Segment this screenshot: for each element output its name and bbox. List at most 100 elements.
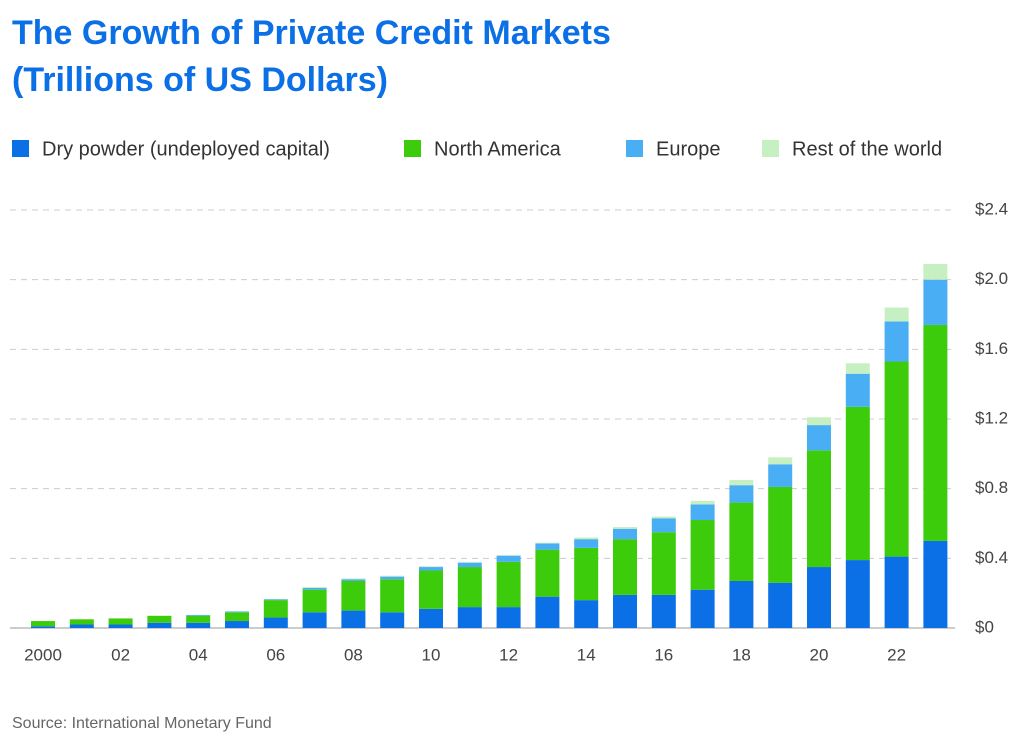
bar-segment bbox=[263, 599, 288, 601]
bar-segment bbox=[768, 582, 793, 628]
bar-segment bbox=[574, 547, 599, 601]
legend-swatch bbox=[762, 140, 779, 157]
bar-segment bbox=[186, 615, 211, 623]
bar-segment bbox=[380, 576, 405, 580]
bar-segment bbox=[729, 485, 754, 503]
bar-segment bbox=[651, 516, 676, 519]
bar-segment bbox=[535, 543, 560, 550]
x-tick-label: 20 bbox=[810, 645, 829, 664]
bar-segment bbox=[496, 555, 521, 562]
bar-segment bbox=[807, 450, 831, 568]
bar-segment bbox=[302, 589, 327, 613]
bar-segment bbox=[884, 556, 909, 628]
bar-segment bbox=[457, 561, 482, 563]
chart-subtitle: (Trillions of US Dollars) bbox=[12, 61, 388, 99]
bar-segment bbox=[457, 607, 482, 628]
x-tick-label: 02 bbox=[111, 645, 130, 664]
bar-segment bbox=[496, 561, 521, 608]
bar-segment bbox=[690, 589, 715, 628]
bar-segment bbox=[807, 567, 831, 628]
bar-segment bbox=[690, 520, 715, 590]
y-tick-label: $0 bbox=[975, 617, 994, 636]
bar-segment bbox=[69, 624, 94, 628]
bar-segment bbox=[845, 373, 870, 407]
bar-segment bbox=[651, 518, 676, 533]
y-tick-label: $1.6 bbox=[975, 339, 1008, 358]
bar-segment bbox=[341, 610, 366, 628]
y-tick-label: $0.8 bbox=[975, 478, 1008, 497]
bar-segment bbox=[69, 619, 94, 625]
bar-segment bbox=[884, 321, 909, 362]
bar-segment bbox=[31, 626, 55, 628]
bar-segment bbox=[768, 464, 793, 487]
bar-segment bbox=[147, 615, 172, 623]
x-tick-label: 08 bbox=[344, 645, 363, 664]
bar-segment bbox=[419, 608, 443, 628]
x-tick-label: 16 bbox=[654, 645, 673, 664]
bar-segment bbox=[535, 596, 560, 628]
x-tick-label: 18 bbox=[732, 645, 751, 664]
x-tick-label: 14 bbox=[577, 645, 596, 664]
bar-segment bbox=[845, 363, 870, 374]
x-tick-label: 12 bbox=[499, 645, 518, 664]
bar-segment bbox=[884, 361, 909, 557]
bar-segment bbox=[845, 560, 870, 628]
bar-segment bbox=[613, 539, 637, 595]
bar-segment bbox=[807, 417, 831, 426]
x-tick-label: 04 bbox=[189, 645, 208, 664]
bar-segment bbox=[884, 307, 909, 322]
y-tick-label: $1.2 bbox=[975, 408, 1008, 427]
bar-segment bbox=[380, 575, 405, 577]
bar-segment bbox=[186, 622, 211, 628]
legend-label: Rest of the world bbox=[792, 138, 942, 160]
bar-segment bbox=[186, 614, 211, 616]
legend-label: North America bbox=[434, 138, 562, 160]
x-tick-label: 06 bbox=[266, 645, 285, 664]
bar-segment bbox=[225, 621, 249, 628]
bar-segment bbox=[108, 624, 133, 628]
bar-segment bbox=[690, 500, 715, 505]
bar-segment bbox=[147, 622, 172, 628]
bar-segment bbox=[457, 567, 482, 608]
legend-label: Europe bbox=[656, 138, 721, 160]
bar-segment bbox=[380, 579, 405, 613]
legend-label: Dry powder (undeployed capital) bbox=[42, 138, 330, 160]
bar-segment bbox=[574, 539, 599, 548]
legend-swatch bbox=[404, 140, 421, 157]
bar-segment bbox=[923, 263, 948, 280]
bar-segment bbox=[574, 600, 599, 628]
bar-segment bbox=[341, 580, 366, 611]
bar-segment bbox=[651, 532, 676, 595]
x-tick-label: 22 bbox=[887, 645, 906, 664]
bar-segment bbox=[923, 324, 948, 541]
bar-segment bbox=[535, 542, 560, 544]
y-tick-label: $0.4 bbox=[975, 548, 1008, 567]
bar-segment bbox=[302, 612, 327, 628]
bar-segment bbox=[302, 587, 327, 588]
bar-segment bbox=[613, 526, 637, 529]
bar-segment bbox=[341, 578, 366, 580]
bar-segment bbox=[923, 279, 948, 325]
bar-segment bbox=[341, 579, 366, 581]
x-tick-label: 2000 bbox=[24, 645, 62, 664]
bar-segment bbox=[302, 587, 327, 590]
bar-segment bbox=[768, 486, 793, 583]
bar-segment bbox=[419, 570, 443, 609]
source: Source: International Monetary Fund bbox=[12, 715, 272, 732]
bar-segment bbox=[108, 618, 133, 625]
bar-segment bbox=[729, 502, 754, 581]
bar-segment bbox=[496, 607, 521, 628]
bar-segment bbox=[419, 567, 443, 571]
bar-segment bbox=[225, 611, 249, 613]
bar-segment bbox=[457, 562, 482, 568]
bar-segment bbox=[690, 504, 715, 521]
bar-segment bbox=[613, 528, 637, 540]
bar-segment bbox=[574, 537, 599, 540]
bar-segment bbox=[923, 540, 948, 628]
bar-segment bbox=[613, 594, 637, 628]
bar-segment bbox=[263, 600, 288, 618]
bar-segment bbox=[225, 612, 249, 622]
bar-segment bbox=[651, 594, 676, 628]
bar-segment bbox=[535, 549, 560, 597]
